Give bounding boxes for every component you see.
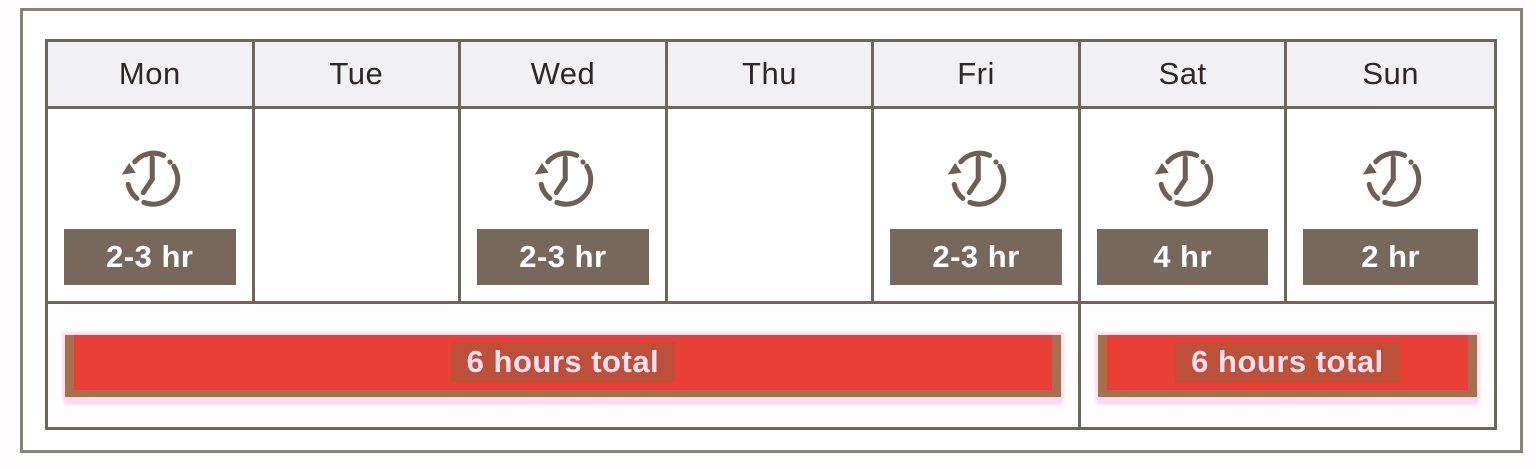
- clock-history-icon: [534, 150, 594, 207]
- day-header-sun: Sun: [1362, 56, 1420, 91]
- duration-badge: 4 hr: [1096, 229, 1269, 285]
- day-header-sat: Sat: [1081, 42, 1288, 106]
- day-header-tue: Tue: [255, 42, 462, 106]
- day-header-mon: Mon: [48, 42, 255, 106]
- day-cell-tue: [255, 109, 462, 301]
- day-header-wed: Wed: [461, 42, 668, 106]
- total-bar-weekend: 6 hours total: [1097, 334, 1477, 397]
- total-bar-label: 6 hours total: [1175, 342, 1400, 382]
- schedule-table: Mon Tue Wed Thu Fri Sat Sun: [45, 39, 1497, 430]
- day-cell-fri: 2-3 hr: [874, 109, 1081, 301]
- day-cell-sun: 2 hr: [1287, 109, 1494, 301]
- total-bar-label: 6 hours total: [450, 342, 676, 382]
- day-header-fri: Fri: [874, 42, 1081, 106]
- clock-history-icon: [1362, 150, 1421, 207]
- duration-badge: 2 hr: [1303, 229, 1478, 285]
- totals-row: 6 hours total 6 hours total: [48, 304, 1494, 427]
- schedule-frame: Mon Tue Wed Thu Fri Sat Sun: [20, 8, 1523, 453]
- clock-history-icon: [947, 150, 1007, 207]
- day-header-thu: Thu: [668, 42, 875, 106]
- totals-cell-weekend: 6 hours total: [1081, 304, 1494, 427]
- clock-history-icon: [121, 150, 180, 207]
- totals-cell-weekdays: 6 hours total: [48, 304, 1081, 427]
- day-cell-sat: 4 hr: [1081, 109, 1288, 301]
- day-cell-mon: 2-3 hr: [48, 109, 255, 301]
- duration-badge: 2-3 hr: [64, 229, 236, 285]
- day-cell-thu: [668, 109, 875, 301]
- total-bar-weekdays: 6 hours total: [65, 334, 1061, 397]
- duration-badge: 2-3 hr: [890, 229, 1062, 285]
- duration-badge: 2-3 hr: [477, 229, 649, 285]
- day-header-row: Mon Tue Wed Thu Fri Sat Sun: [48, 42, 1494, 109]
- day-body-row: 2-3 hr 2-3 hr: [48, 109, 1494, 304]
- clock-history-icon: [1154, 150, 1213, 207]
- day-cell-wed: 2-3 hr: [461, 109, 668, 301]
